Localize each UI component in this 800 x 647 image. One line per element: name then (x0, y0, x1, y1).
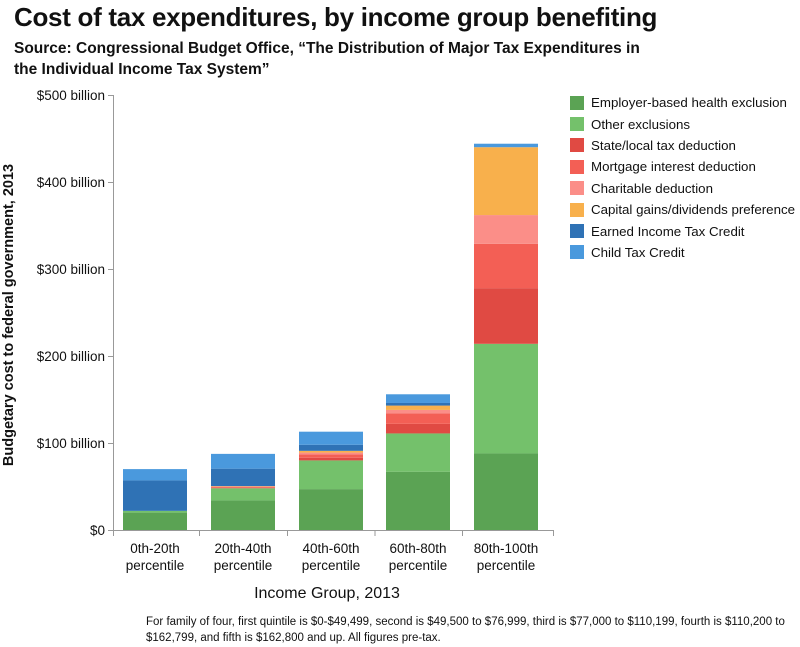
bar-segment (211, 468, 275, 487)
bar-segment (474, 143, 538, 148)
chart-title: Cost of tax expenditures, by income grou… (14, 2, 658, 32)
bar-segment (386, 433, 450, 472)
legend-item: Other exclusions (570, 113, 795, 134)
legend-swatch (570, 117, 584, 132)
legend-item: Child Tax Credit (570, 242, 795, 263)
legend-label: Child Tax Credit (591, 244, 685, 260)
bar-segment (474, 215, 538, 244)
legend-swatch (570, 181, 584, 196)
bar-segment (474, 453, 538, 530)
bar-segment (299, 452, 363, 455)
y-tick-label: $500 billion (37, 88, 105, 103)
bar-segment (386, 405, 450, 410)
bar-segment (474, 147, 538, 216)
y-tick-label: $0 (90, 523, 105, 538)
legend-swatch (570, 138, 584, 153)
bar-segment (474, 243, 538, 289)
footnote: For family of four, first quintile is $0… (146, 616, 785, 644)
legend-swatch (570, 95, 584, 110)
bar-segment (386, 471, 450, 530)
bar-segment (386, 409, 450, 414)
bar-segment (299, 460, 363, 490)
legend: Employer-based health exclusion Other exc… (570, 92, 795, 263)
legend-label: State/local tax deduction (591, 137, 736, 153)
x-tick-label: 60th-80th percentile (389, 541, 448, 573)
y-tick-label: $200 billion (37, 349, 105, 364)
legend-label: Mortgage interest deduction (591, 159, 756, 175)
legend-label: Earned Income Tax Credit (591, 223, 745, 239)
bar-segment (123, 512, 187, 530)
legend-swatch (570, 202, 584, 217)
bar-segment (299, 450, 363, 453)
legend-item: Capital gains/dividends preference (570, 199, 795, 220)
x-tick-label: 40th-60th percentile (302, 541, 361, 573)
legend-item: State/local tax deduction (570, 135, 795, 156)
bar-segment (299, 454, 363, 458)
bar-segment (474, 343, 538, 454)
legend-label: Capital gains/dividends preference (591, 202, 796, 218)
bar-segment (299, 457, 363, 461)
x-tick-label: 20th-40th percentile (214, 541, 273, 573)
x-tick-label: 80th-100th percentile (474, 541, 539, 573)
legend-label: Charitable deduction (591, 180, 713, 196)
y-tick-label: $400 billion (37, 175, 105, 190)
bar-segment (211, 453, 275, 469)
legend-item: Mortgage interest deduction (570, 156, 795, 177)
legend-swatch (570, 159, 584, 174)
legend-item: Earned Income Tax Credit (570, 220, 795, 241)
chart-subtitle: Source: Congressional Budget Office, “Th… (14, 40, 640, 78)
bar-segment (211, 488, 275, 501)
legend-label: Employer-based health exclusion (591, 95, 787, 111)
bar-segment (386, 423, 450, 434)
bar-segment (299, 444, 363, 451)
legend-swatch (570, 245, 584, 260)
x-tick-label: 0th-20th percentile (126, 541, 185, 573)
legend-item: Employer-based health exclusion (570, 92, 795, 113)
bar-segment (123, 510, 187, 513)
bar-segment (123, 469, 187, 481)
bar-segment (386, 394, 450, 403)
bar-segment (474, 288, 538, 344)
bar-segment (386, 402, 450, 406)
y-tick-label: $100 billion (37, 436, 105, 451)
bar-segment (386, 413, 450, 424)
bar-segment (211, 486, 275, 488)
legend-item: Charitable deduction (570, 178, 795, 199)
y-axis-label: Budgetary cost to federal government, 20… (1, 164, 17, 466)
bar-segment (299, 489, 363, 530)
x-axis-label: Income Group, 2013 (254, 585, 400, 602)
bar-segment (299, 431, 363, 445)
legend-label: Other exclusions (591, 116, 691, 132)
bar-segment (123, 480, 187, 511)
y-tick-label: $300 billion (37, 262, 105, 277)
legend-swatch (570, 224, 584, 239)
bar-segment (211, 500, 275, 530)
